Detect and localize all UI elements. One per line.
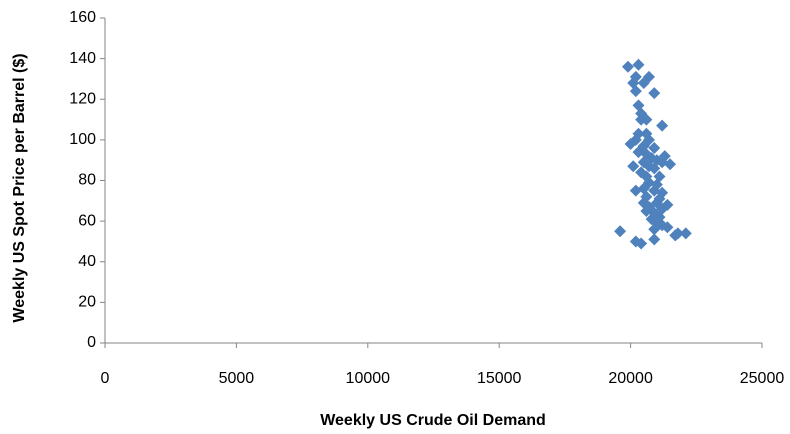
point	[679, 227, 692, 240]
point	[648, 87, 661, 100]
x-tick-label: 25000	[740, 370, 785, 387]
point	[648, 162, 661, 175]
point	[629, 184, 642, 197]
point	[621, 60, 634, 73]
point	[640, 113, 653, 126]
point	[624, 137, 637, 150]
point	[637, 77, 650, 89]
point	[635, 237, 648, 250]
x-tick-label: 15000	[477, 370, 522, 387]
y-tick-label: 120	[69, 90, 96, 107]
x-tick-label: 20000	[608, 370, 653, 387]
point	[669, 229, 682, 242]
y-tick-label: 160	[69, 9, 96, 26]
x-tick-label: 10000	[346, 370, 391, 387]
y-axis-title: Weekly US Spot Price per Barrel ($)	[11, 53, 28, 322]
y-tick-label: 60	[78, 212, 96, 229]
x-axis-title: Weekly US Crude Oil Demand	[320, 412, 546, 429]
point	[648, 223, 661, 236]
point	[627, 160, 640, 173]
point	[632, 58, 645, 71]
x-tick-label: 5000	[219, 370, 255, 387]
x-tick-label: 0	[101, 370, 110, 387]
point	[629, 85, 642, 98]
point	[614, 225, 627, 238]
point	[664, 158, 677, 171]
point	[648, 142, 661, 154]
point	[656, 119, 669, 132]
y-tick-label: 40	[78, 253, 96, 270]
y-tick-label: 0	[87, 334, 96, 351]
y-tick-label: 140	[69, 50, 96, 67]
point	[661, 221, 674, 234]
y-tick-label: 100	[69, 131, 96, 148]
point	[648, 233, 661, 246]
y-tick-label: 20	[78, 294, 96, 311]
y-tick-label: 80	[78, 172, 96, 189]
